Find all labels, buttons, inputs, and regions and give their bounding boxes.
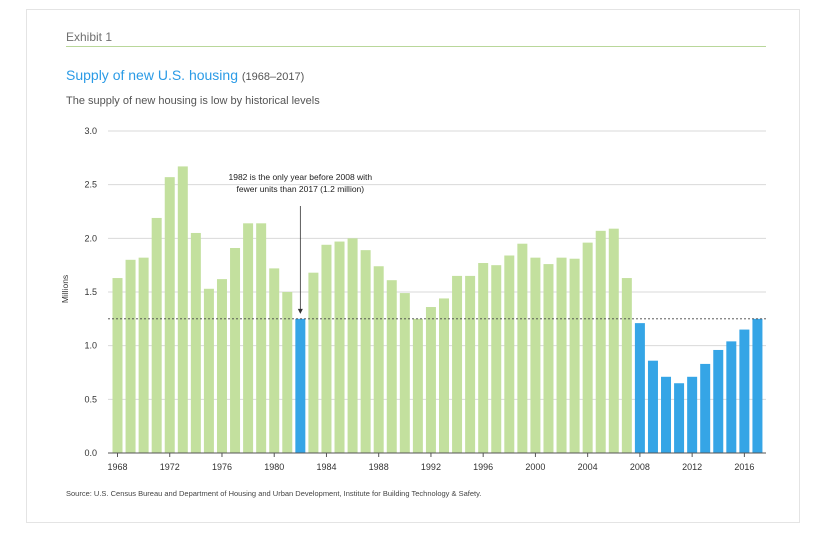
bar-2015 [726,341,737,453]
x-tick-label: 1996 [473,462,493,472]
bar-1984 [321,244,332,453]
bar-1997 [491,265,502,453]
bar-1986 [347,238,358,453]
bar-2005 [595,230,606,453]
x-tick-label: 1992 [421,462,441,472]
x-tick-label: 1976 [212,462,232,472]
bar-2003 [569,258,580,453]
x-tick-label: 2016 [734,462,754,472]
annotation-arrowhead [297,308,303,314]
x-tick-label: 2012 [682,462,702,472]
bar-2013 [700,363,711,453]
y-tick-label: 3.0 [84,126,97,136]
bar-1971 [151,217,162,453]
bar-1980 [269,268,280,453]
bar-1983 [308,272,319,453]
bar-2017 [752,318,763,453]
chart-subtitle: The supply of new housing is low by hist… [66,95,320,107]
bar-1982 [295,318,306,453]
x-tick-label: 2000 [525,462,545,472]
bar-1972 [164,177,175,454]
bar-2002 [556,257,567,453]
bar-2011 [674,383,685,453]
bar-2004 [582,242,593,453]
x-tick-label: 1988 [369,462,389,472]
bar-2010 [661,376,672,453]
y-axis-label: Millions [60,275,70,303]
y-tick-label: 0.0 [84,448,97,458]
exhibit-divider [66,46,766,47]
bar-1970 [138,257,149,453]
y-tick-label: 1.0 [84,341,97,351]
y-tick-label: 0.5 [84,394,97,404]
x-tick-label: 1968 [107,462,127,472]
bar-1978 [243,223,254,453]
x-tick-label: 1984 [316,462,336,472]
bar-1988 [373,266,384,453]
source-note: Source: U.S. Census Bureau and Departmen… [66,489,482,498]
chart-title-text: Supply of new U.S. housing [66,67,238,83]
annotation: 1982 is the only year before 2008 with f… [229,172,373,314]
bar-1981 [282,292,293,453]
bar-1974 [190,232,201,453]
bar-2009 [647,360,658,453]
x-tick-label: 1972 [160,462,180,472]
annotation-line-1: 1982 is the only year before 2008 with [229,172,373,182]
bar-1994 [452,275,463,453]
annotation-line-2: fewer units than 2017 (1.2 million) [237,184,365,194]
x-tick-label: 2008 [630,462,650,472]
bar-1977 [230,247,241,453]
bar-1976 [216,279,227,453]
bar-1989 [386,280,397,453]
y-axis-ticks: 0.0 0.5 1.0 1.5 2.0 2.5 3.0 [84,126,97,458]
bar-2001 [543,264,554,453]
x-tick-label: 1980 [264,462,284,472]
x-axis-ticks: 1968 1972 1976 1980 1984 1988 1992 1996 2000 2004… [107,453,754,472]
bar-2014 [713,349,724,453]
bar-1975 [203,288,214,453]
bar-1979 [256,223,267,453]
bar-1999 [517,243,528,453]
bar-1993 [439,298,449,453]
bar-2006 [608,228,619,453]
bar-1973 [177,166,188,454]
bar-2016 [739,329,750,453]
bar-1987 [360,250,371,453]
bar-2008 [634,323,645,453]
bar-1992 [425,307,436,453]
bar-2007 [621,278,632,453]
y-tick-label: 2.0 [84,233,97,243]
bar-1995 [465,275,476,453]
exhibit-label: Exhibit 1 [66,30,113,44]
bar-1985 [334,241,345,453]
chart-title: Supply of new U.S. housing (1968–2017) [66,67,304,83]
bar-1991 [412,318,423,453]
y-tick-label: 1.5 [84,287,97,297]
bar-1998 [504,255,515,453]
chart-title-range: (1968–2017) [241,71,305,83]
y-tick-label: 2.5 [84,180,97,190]
bar-1996 [478,263,489,453]
bar-1969 [125,259,136,453]
bar-2000 [530,257,541,453]
bar-1968 [112,278,123,453]
x-tick-label: 2004 [578,462,598,472]
bars [112,166,763,454]
bar-1990 [399,293,410,453]
bar-2012 [687,376,698,453]
